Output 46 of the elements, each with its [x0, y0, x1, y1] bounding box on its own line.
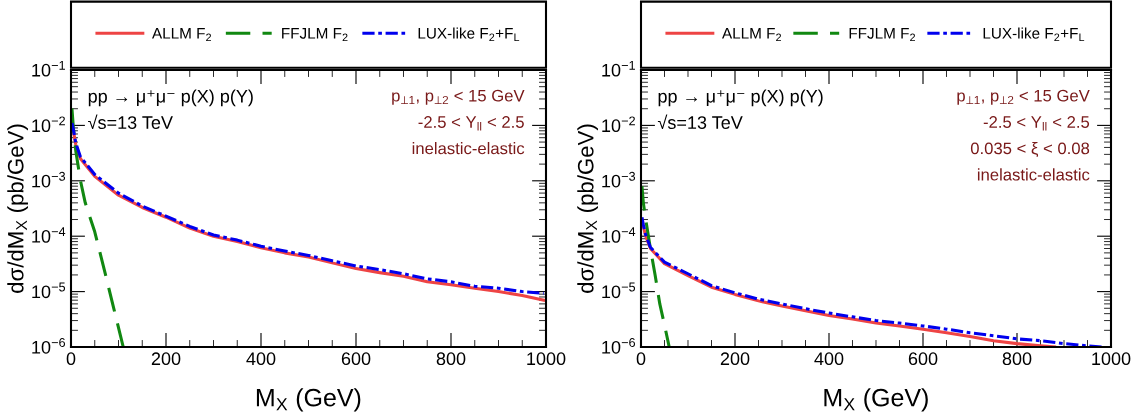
annotation: √s=13 TeV: [657, 114, 743, 129]
annotation: √s=13 TeV: [88, 114, 173, 129]
legend-label: FFJLM F$_{2}$: [849, 28, 915, 42]
annotation: inelastic-elastic: [412, 142, 525, 155]
legend-label: FFJLM F$_{2}$: [282, 28, 348, 42]
y-tick-label: 10$^{−2}$: [32, 116, 65, 133]
y-tick-label: 10$^{−3}$: [32, 171, 66, 188]
annotation: inelastic-elastic: [977, 168, 1090, 181]
annotation: -2.5 < Y$_{ll}$ < 2.5: [983, 116, 1090, 131]
y-tick-label: 10$^{−6}$: [32, 338, 66, 354]
line-series: [641, 184, 671, 347]
y-axis-title: dσ/dM$_{X}$ (pb/GeV): [7, 124, 28, 293]
annotation: pp → μ⁺μ⁻ p(X) p(Y): [88, 89, 253, 107]
y-tick-label: 10$^{−5}$: [602, 282, 636, 299]
y-axis-title: dσ/dM$_{X}$ (pb/GeV): [577, 124, 598, 293]
x-tick-label: 800: [436, 352, 466, 366]
x-tick-label: 0: [636, 352, 646, 366]
y-tick-label: 10$^{−3}$: [602, 171, 636, 188]
legend-label: ALLM F$_{2}$: [722, 28, 782, 42]
y-tick-label: 10$^{−2}$: [602, 116, 635, 133]
x-tick-label: 0: [66, 352, 76, 366]
x-tick-label: 1000: [527, 352, 566, 366]
x-tick-label: 400: [246, 352, 276, 366]
annotation: -2.5 < Y$_{ll}$ < 2.5: [418, 116, 524, 131]
x-tick-label: 600: [908, 352, 938, 366]
y-tick-label: 10$^{−5}$: [32, 282, 66, 299]
x-tick-label: 1000: [1092, 352, 1131, 366]
x-tick-label: 400: [814, 352, 844, 366]
annotation: p$_{⊥1}$, p$_{⊥2}$ < 15 GeV: [957, 89, 1090, 105]
x-tick-label: 200: [720, 352, 750, 366]
annotation: 0.035 < ξ < 0.08: [970, 142, 1090, 157]
x-tick-label: 600: [341, 352, 371, 366]
legend-label: ALLM F$_{2}$: [152, 28, 212, 42]
y-tick-label: 10$^{−6}$: [602, 338, 636, 354]
annotation: pp → μ⁺μ⁻ p(X) p(Y): [658, 89, 823, 107]
x-axis-title: M$_{X}$ (GeV): [256, 388, 361, 412]
annotation: p$_{⊥1}$, p$_{⊥2}$ < 15 GeV: [392, 89, 525, 105]
x-tick-label: 800: [1002, 352, 1032, 366]
y-tick-label: 10$^{−1}$: [602, 61, 635, 77]
x-tick-label: 200: [151, 352, 181, 366]
y-tick-label: 10$^{−4}$: [32, 227, 66, 243]
y-tick-label: 10$^{−1}$: [32, 61, 65, 77]
y-tick-label: 10$^{−4}$: [602, 227, 636, 243]
legend-label: LUX-like F$_{2}$+F$_{L}$: [983, 27, 1085, 41]
x-axis-title: M$_{X}$ (GeV): [824, 388, 928, 412]
legend-label: LUX-like F$_{2}$+F$_{L}$: [418, 27, 520, 41]
